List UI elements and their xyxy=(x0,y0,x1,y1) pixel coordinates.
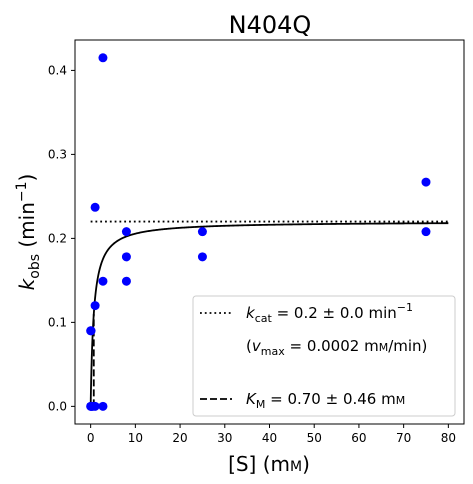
data-point xyxy=(121,276,131,286)
data-point xyxy=(197,252,207,262)
data-point xyxy=(121,252,131,262)
y-tick-label: 0.1 xyxy=(48,315,67,329)
x-tick-label: 60 xyxy=(351,431,366,445)
y-tick-label: 0.4 xyxy=(48,63,67,77)
data-point xyxy=(98,401,108,411)
data-point xyxy=(421,177,431,187)
x-tick-label: 40 xyxy=(262,431,277,445)
axes-ticks: 0 10 20 30 40 50 60 70 80 0.0 0.1 0.2 0.3 0.4 xyxy=(48,63,456,445)
x-tick-label: 50 xyxy=(307,431,322,445)
data-point xyxy=(90,301,100,311)
y-tick-label: 0.3 xyxy=(48,147,67,161)
data-point xyxy=(121,227,131,237)
legend-km-label: KM = 0.70 ± 0.46 mM xyxy=(246,390,405,411)
fit-curve xyxy=(89,222,449,407)
x-tick-label: 80 xyxy=(441,431,456,445)
data-point xyxy=(421,227,431,237)
data-point xyxy=(197,227,207,237)
data-point xyxy=(86,326,96,336)
legend-box xyxy=(192,295,456,417)
x-tick-label: 20 xyxy=(172,431,187,445)
data-point xyxy=(90,401,100,411)
data-point xyxy=(98,53,108,63)
data-point xyxy=(90,202,100,212)
y-axis-label: kobs (min−1) xyxy=(14,174,43,291)
x-tick-label: 30 xyxy=(217,431,232,445)
legend-kcat-label: kcat = 0.2 ± 0.0 min−1 xyxy=(246,301,413,325)
y-tick-label: 0.0 xyxy=(48,399,67,413)
svg-text:kobs (min−1): kobs (min−1) xyxy=(14,174,43,291)
legend-vmax-label: (vmax = 0.0002 mM/min) xyxy=(246,337,427,358)
data-point xyxy=(98,276,108,286)
x-tick-label: 10 xyxy=(128,431,143,445)
legend: kcat = 0.2 ± 0.0 min−1 (vmax = 0.0002 mM… xyxy=(192,295,456,417)
x-tick-label: 0 xyxy=(87,431,95,445)
x-tick-label: 70 xyxy=(396,431,411,445)
y-tick-label: 0.2 xyxy=(48,231,67,245)
chart-title: N404Q xyxy=(229,11,312,39)
